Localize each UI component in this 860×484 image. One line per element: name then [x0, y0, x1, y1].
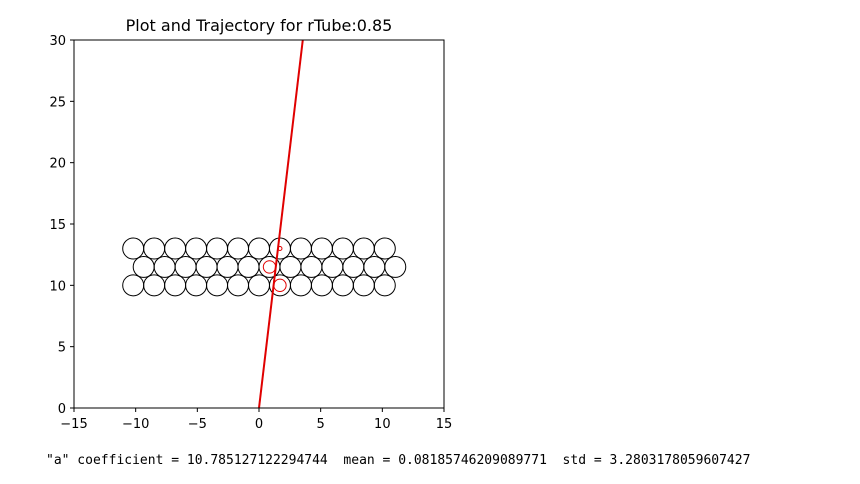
tube-circle [268, 237, 291, 260]
tube-circle [164, 274, 187, 297]
tube-circle [206, 274, 229, 297]
tube-circle [373, 237, 396, 260]
y-tick-label: 10 [49, 279, 66, 294]
y-tick-label: 30 [49, 34, 66, 49]
tube-circle [206, 237, 229, 260]
trajectory-layer [258, 39, 304, 409]
tube-circle [310, 274, 333, 297]
tube-circle [248, 274, 270, 297]
tube-circle [384, 255, 407, 278]
tube-circle [143, 274, 166, 297]
tube-circle [227, 237, 250, 260]
tube-circle [216, 255, 239, 278]
tube-circle [185, 274, 208, 297]
tube-circle [132, 255, 155, 278]
y-tick-label: 15 [49, 218, 66, 233]
tube-circle [122, 237, 145, 260]
tube-circle [331, 237, 354, 260]
tube-circle [227, 274, 250, 297]
hit-marker [262, 260, 277, 274]
hit-marker [277, 246, 283, 252]
x-tick-label: −5 [188, 417, 207, 432]
x-tick-label: −15 [60, 417, 87, 432]
y-tick-label: 5 [58, 341, 66, 356]
tube-circle [300, 255, 323, 278]
x-tick-label: −10 [122, 417, 149, 432]
tube-circle [153, 255, 176, 278]
tube-circle [174, 255, 197, 278]
tube-circle [143, 237, 166, 260]
x-tick-label: 15 [436, 417, 453, 432]
x-tick-label: 0 [255, 417, 263, 432]
chart-title: Plot and Trajectory for rTube:0.85 [126, 16, 393, 35]
tubes-layer [122, 237, 407, 297]
tube-circle [195, 255, 218, 278]
tube-circle [122, 274, 145, 297]
y-tick-label: 25 [49, 95, 66, 110]
tube-circle [331, 274, 354, 297]
axes-frame [73, 39, 445, 409]
tube-circle [352, 274, 375, 297]
tube-circle [352, 237, 375, 260]
tube-circle [363, 255, 386, 278]
x-axis: −15 −10 −5 0 5 10 15 [60, 408, 452, 432]
tube-circle [373, 274, 396, 297]
tube-circle [248, 237, 270, 260]
stats-footer: "a" coefficient = 10.785127122294744 mea… [46, 453, 751, 468]
tube-circle [164, 237, 187, 260]
tube-circle [289, 274, 312, 297]
tube-circle [321, 255, 344, 278]
tube-circle [237, 255, 260, 278]
tube-circle [310, 237, 333, 260]
tube-circle [289, 237, 312, 260]
y-tick-label: 0 [58, 402, 66, 417]
tube-circle [185, 237, 208, 260]
tube-circle [342, 255, 365, 278]
hit-marker [273, 278, 287, 293]
y-tick-label: 20 [49, 157, 66, 172]
y-axis: 0 5 10 15 20 25 30 [49, 34, 74, 417]
tube-circle [279, 255, 302, 278]
trajectory-line [258, 39, 304, 409]
x-tick-label: 5 [317, 417, 325, 432]
x-tick-label: 10 [374, 417, 391, 432]
